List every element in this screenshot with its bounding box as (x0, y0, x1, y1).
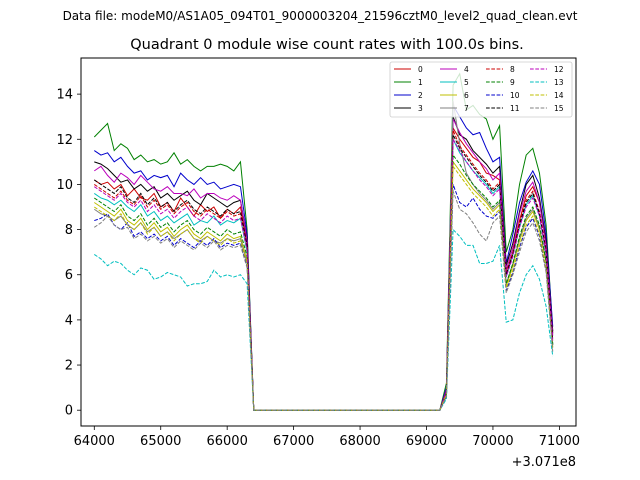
y-tick-label: 12 (56, 133, 73, 148)
plot-area (93, 72, 554, 411)
x-tick-label: 66000 (206, 434, 247, 449)
suptitle: Data file: modeM0/AS1A05_094T01_90000032… (63, 9, 578, 23)
legend-label-0: 0 (418, 65, 423, 74)
x-offset-label: +3.071e8 (512, 455, 576, 470)
legend-label-14: 14 (554, 91, 564, 100)
series-line-14 (94, 164, 554, 411)
y-tick-label: 8 (65, 223, 73, 238)
legend-label-5: 5 (464, 78, 469, 87)
axes-frame (80, 57, 577, 427)
x-tick-label: 64000 (74, 434, 115, 449)
chart-title: Quadrant 0 module wise count rates with … (130, 37, 524, 53)
y-tick-label: 0 (65, 404, 73, 419)
y-tick-label: 2 (65, 359, 73, 374)
legend-label-4: 4 (464, 65, 469, 74)
x-tick-label: 65000 (140, 434, 181, 449)
legend-label-8: 8 (510, 65, 515, 74)
x-tick-label: 69000 (406, 434, 447, 449)
legend-label-7: 7 (464, 104, 469, 113)
legend-label-9: 9 (510, 78, 515, 87)
series-line-8 (94, 130, 554, 411)
x-tick-label: 67000 (273, 434, 314, 449)
legend-frame (389, 61, 573, 118)
legend-label-10: 10 (510, 91, 520, 100)
legend-label-13: 13 (554, 78, 564, 87)
series-line-10 (94, 184, 554, 411)
y-tick-label: 4 (65, 313, 73, 328)
legend-label-11: 11 (510, 104, 520, 113)
x-axis: 64000 65000 66000 67000 68000 69000 70000 71000 (74, 426, 580, 449)
x-tick-label: 68000 (339, 434, 380, 449)
series-line-15 (94, 191, 554, 411)
y-tick-label: 10 (56, 178, 73, 193)
legend-label-3: 3 (418, 104, 423, 113)
y-tick-label: 14 (56, 88, 73, 103)
y-axis: 0 2 4 6 8 10 12 14 (56, 88, 81, 419)
x-tick-label: 70000 (472, 434, 513, 449)
legend-label-12: 12 (554, 65, 564, 74)
legend-label-1: 1 (418, 78, 423, 87)
legend-label-6: 6 (464, 91, 469, 100)
legend-label-15: 15 (554, 104, 564, 113)
y-tick-label: 6 (65, 268, 73, 283)
x-tick-label: 71000 (539, 434, 580, 449)
legend-label-2: 2 (418, 91, 423, 100)
